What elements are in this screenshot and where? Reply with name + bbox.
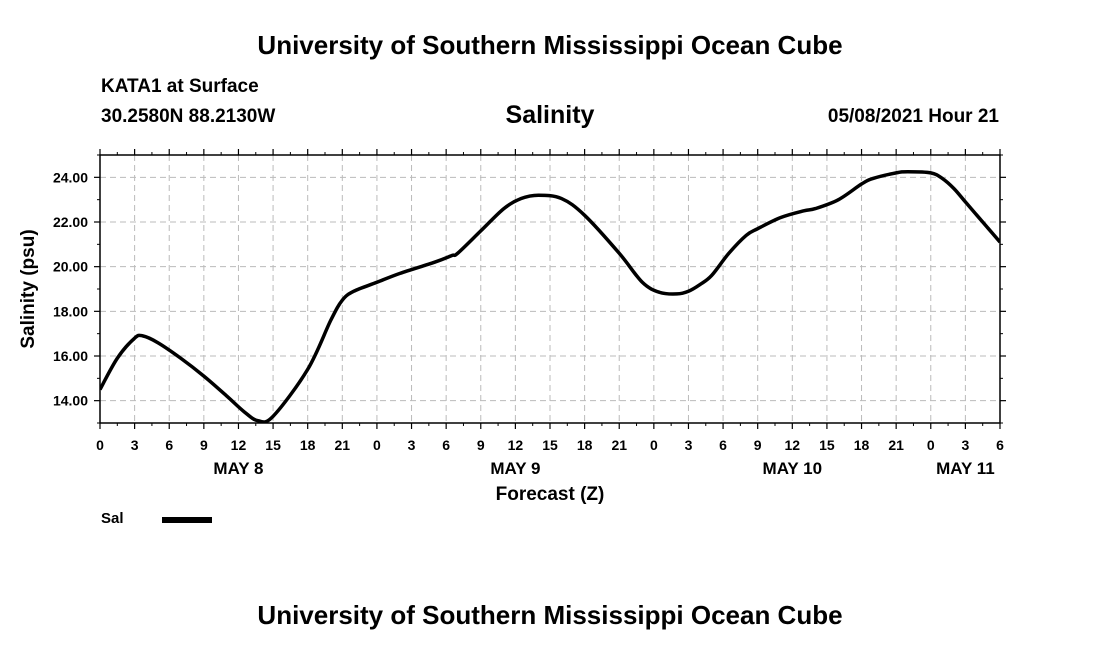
x-tick-label: 6 [996, 437, 1004, 453]
x-tick-label: 15 [542, 437, 558, 453]
plot-frame [99, 154, 1001, 424]
x-tick-label: 0 [650, 437, 658, 453]
x-tick-label: 18 [577, 437, 593, 453]
y-tick-label: 20.00 [53, 259, 88, 275]
footer-title: University of Southern Mississippi Ocean… [257, 600, 843, 630]
legend-label: Sal [101, 510, 124, 527]
coordinates-label: 30.2580N 88.2130W [101, 106, 276, 127]
x-tick-label: 21 [611, 437, 627, 453]
day-label: MAY 10 [763, 459, 823, 478]
header-title: University of Southern Mississippi Ocean… [257, 30, 843, 60]
x-tick-label: 3 [131, 437, 139, 453]
y-tick-label: 22.00 [53, 214, 88, 230]
day-label: MAY 8 [213, 459, 263, 478]
x-tick-label: 3 [408, 437, 416, 453]
x-tick-label: 0 [373, 437, 381, 453]
x-tick-label: 18 [854, 437, 870, 453]
x-tick-label: 6 [165, 437, 173, 453]
x-tick-label: 12 [785, 437, 801, 453]
station-label: KATA1 at Surface [101, 76, 259, 97]
x-tick-label: 3 [961, 437, 969, 453]
x-tick-label: 21 [888, 437, 904, 453]
x-tick-label: 15 [265, 437, 281, 453]
x-axis-title: Forecast (Z) [496, 484, 605, 505]
labels-layer: 0 3 6 9 12 15 18 21 0 3 6 9 12 15 18 21 0 3 6 9 12 15 18 21 0 3 6 1… [53, 169, 1004, 478]
y-tick-label: 24.00 [53, 169, 88, 185]
day-label: MAY 11 [936, 459, 995, 478]
legend-swatch [162, 517, 212, 523]
day-label: MAY 9 [490, 459, 540, 478]
y-tick-label: 18.00 [53, 303, 88, 319]
datetime-label: 05/08/2021 Hour 21 [827, 106, 999, 127]
x-tick-label: 0 [927, 437, 935, 453]
x-tick-label: 9 [200, 437, 208, 453]
x-tick-label: 6 [719, 437, 727, 453]
x-tick-label: 3 [685, 437, 693, 453]
chart-title: Salinity [505, 101, 595, 129]
y-tick-label: 16.00 [53, 348, 88, 364]
y-tick-label: 14.00 [53, 393, 88, 409]
x-tick-label: 12 [508, 437, 524, 453]
series-line-sal [100, 170, 1000, 423]
x-tick-label: 21 [335, 437, 351, 453]
x-tick-label: 12 [231, 437, 247, 453]
x-tick-label: 15 [819, 437, 835, 453]
series-layer [100, 170, 1000, 423]
y-axis-title: Salinity (psu) [18, 229, 39, 348]
x-tick-label: 9 [477, 437, 485, 453]
x-tick-label: 6 [442, 437, 450, 453]
x-tick-label: 9 [754, 437, 762, 453]
x-tick-label: 0 [96, 437, 104, 453]
x-tick-label: 18 [300, 437, 316, 453]
